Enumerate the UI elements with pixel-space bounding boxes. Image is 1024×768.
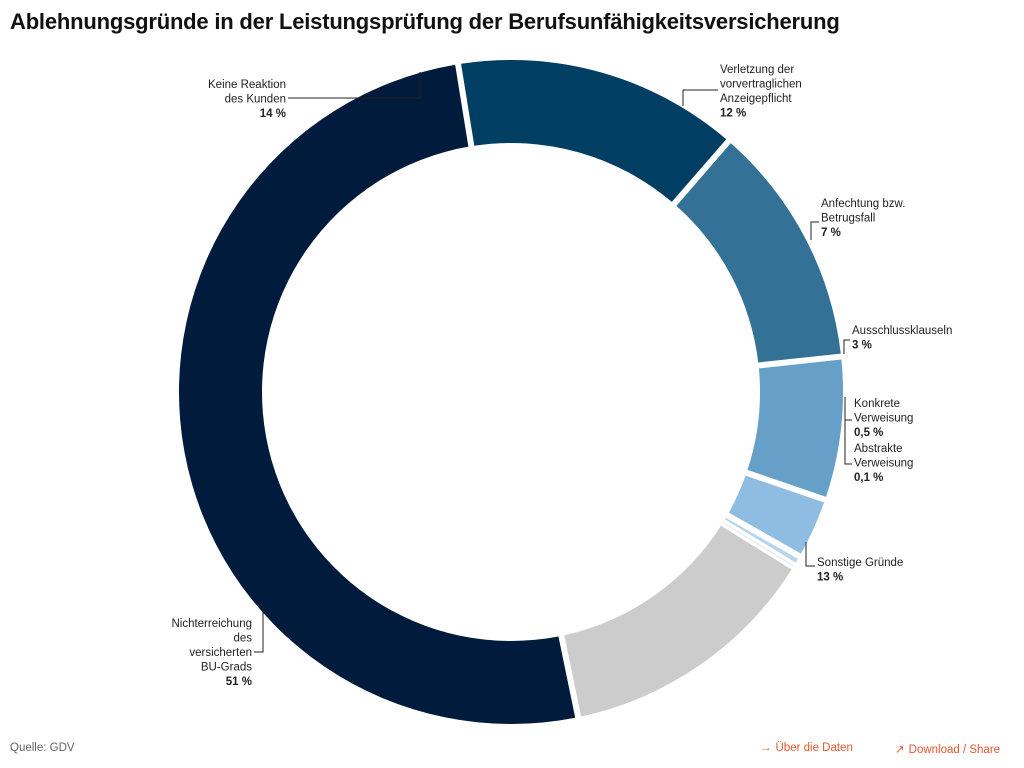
slice-label-anzeige: Anzeigepflicht <box>720 93 792 105</box>
leader-abstrakte <box>844 405 852 465</box>
slice-label-konkrete: Verweisung <box>854 413 913 425</box>
slice-label-sonstige: Sonstige Gründe <box>817 557 903 569</box>
slice-anfechtung[interactable] <box>747 359 844 497</box>
slice-label-abstrakte: Abstrakte <box>854 443 903 455</box>
source-note: Quelle: GDV <box>10 742 75 754</box>
leader-ausschluss <box>843 339 850 354</box>
slice-label-konkrete: Konkrete <box>854 398 900 410</box>
slice-label-bugrad: des <box>233 633 252 645</box>
slice-label-abstrakte: Verweisung <box>854 458 913 470</box>
about-data-label: Über die Daten <box>775 742 853 754</box>
arrow-right-icon: → <box>760 742 772 754</box>
download-share-link[interactable]: ↗ Download / Share <box>895 742 1000 756</box>
slice-value-sonstige: 13 % <box>817 572 843 584</box>
slice-label-bugrad: Nichterreichung <box>171 618 252 630</box>
slice-value-konkrete: 0,5 % <box>854 427 883 439</box>
leader-anfechtung <box>810 221 819 240</box>
donut-slices <box>178 60 844 725</box>
slice-label-anfechtung: Betrugsfall <box>821 213 875 225</box>
chart-title: Ablehnungsgründe in der Leistungsprüfung… <box>10 9 840 34</box>
slice-label-anfechtung: Anfechtung bzw. <box>821 198 905 210</box>
slice-abstrakte[interactable] <box>722 522 795 567</box>
slice-reaktion[interactable] <box>461 60 727 202</box>
arrow-up-right-icon: ↗ <box>895 744 905 756</box>
slice-label-bugrad: BU-Grads <box>201 662 252 674</box>
slice-label-reaktion: Keine Reaktion <box>208 79 286 91</box>
label-leader-lines <box>254 72 852 653</box>
leader-konkrete <box>844 397 852 421</box>
slice-bugrad[interactable] <box>178 64 576 725</box>
slice-value-bugrad: 51 % <box>226 676 252 688</box>
leader-reaktion <box>288 72 421 99</box>
slice-value-abstrakte: 0,1 % <box>854 472 883 484</box>
slice-value-anzeige: 12 % <box>720 108 746 120</box>
slice-labels: Keine Reaktion des Kunden 14 % Verletzung d… <box>171 64 952 688</box>
slice-label-reaktion: des Kunden <box>225 94 286 106</box>
leader-anzeige <box>682 89 718 106</box>
slice-konkrete[interactable] <box>724 517 799 563</box>
leader-bugrad <box>254 605 264 653</box>
about-data-link[interactable]: → Über die Daten <box>760 742 853 754</box>
slice-label-anzeige: vorvertraglichen <box>720 79 802 91</box>
slice-value-ausschluss: 3 % <box>852 340 872 352</box>
slice-value-anfechtung: 7 % <box>821 227 841 239</box>
slice-label-anzeige: Verletzung der <box>720 64 794 76</box>
slice-sonstige[interactable] <box>564 525 792 717</box>
slice-label-bugrad: versicherten <box>189 647 252 659</box>
slice-anzeige[interactable] <box>676 143 841 363</box>
leader-sonstige <box>805 542 815 567</box>
download-share-label: Download / Share <box>908 744 1001 756</box>
slice-label-ausschluss: Ausschlussklauseln <box>852 325 952 337</box>
slice-ausschluss[interactable] <box>728 475 825 554</box>
slice-value-reaktion: 14 % <box>260 108 286 120</box>
